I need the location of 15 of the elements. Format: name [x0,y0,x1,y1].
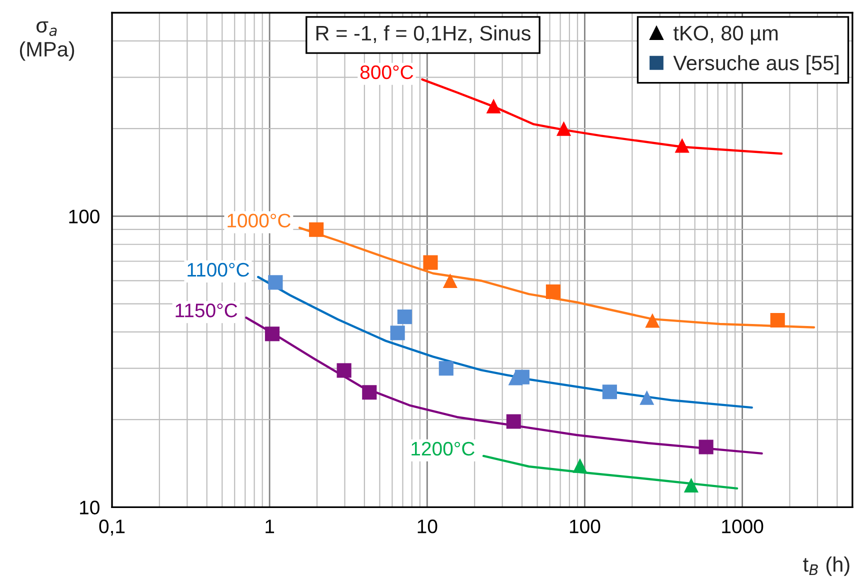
x-tick-label: 1000 [722,520,764,534]
x-tick-label: 1 [266,520,274,534]
annotation: R = -1, f = 0,1Hz, Sinus [316,25,531,44]
series-label: 1100°C [188,262,250,277]
series-label: 1150°C [176,304,238,318]
series-label: 1000°C [228,214,290,228]
x-axis-title: t$_{B}$ (h) [803,556,850,576]
y-axis-title: σ$_{a}$ (MPa) [20,21,74,61]
x-tick-label: 10 [418,520,438,534]
series-label: 1200°C [412,442,474,456]
annotation: Versuche aus [55] [673,55,838,74]
series-label: 800°C [360,65,414,80]
annotation: tKO, 80 µm [673,26,778,45]
x-tick-label: 100 [570,520,600,534]
x-tick-label: 0,1 [99,520,125,536]
